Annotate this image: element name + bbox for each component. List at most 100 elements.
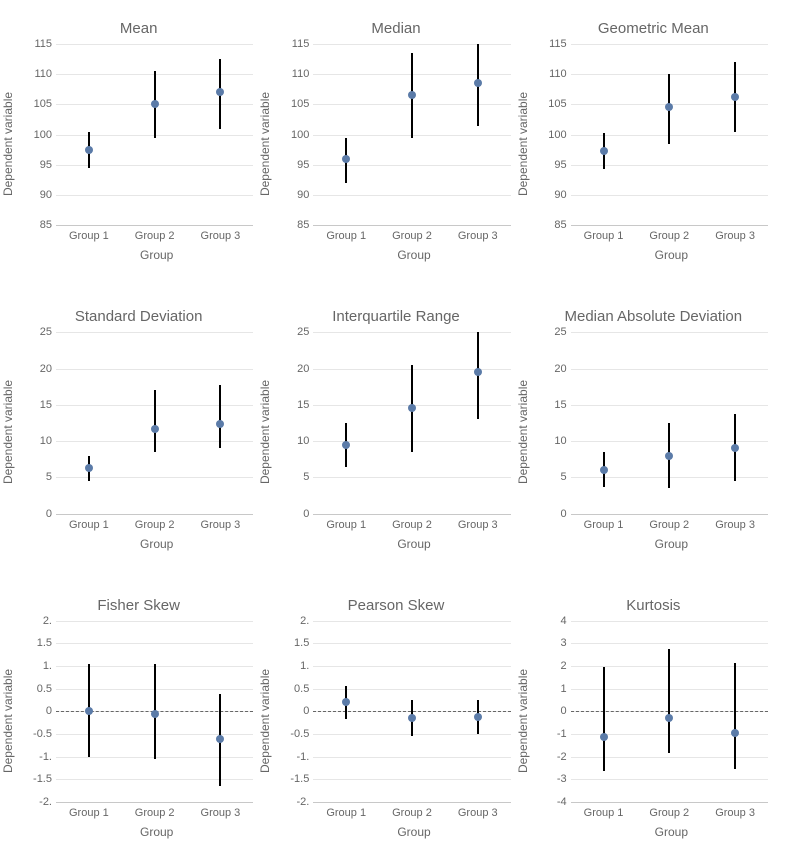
y-axis-label: Dependent variable <box>1 669 15 773</box>
x-tick-label: Group 3 <box>458 519 498 531</box>
y-tick-label: 0 <box>303 705 309 717</box>
gridline <box>313 165 510 166</box>
x-tick-label: Group 2 <box>135 230 175 242</box>
y-tick-label: 2. <box>43 615 52 627</box>
marker-dot <box>665 714 673 722</box>
y-tick-label: 105 <box>548 98 566 110</box>
y-tick-label: 90 <box>554 189 566 201</box>
y-tick-label: -2. <box>296 796 309 808</box>
y-tick-label: 1. <box>43 660 52 672</box>
y-tick-label: 25 <box>297 326 309 338</box>
panel-title: Mean <box>20 20 257 38</box>
x-tick-label: Group 3 <box>458 230 498 242</box>
y-tick-label: 5 <box>46 471 52 483</box>
x-tick-label: Group 1 <box>69 807 109 819</box>
panel-title: Interquartile Range <box>277 308 514 326</box>
x-axis-label: Group <box>535 537 772 551</box>
marker-dot <box>731 444 739 452</box>
error-bar <box>603 667 605 771</box>
gridline <box>56 621 253 622</box>
gridline <box>313 666 510 667</box>
gridline <box>571 405 768 406</box>
x-axis-label: Group <box>277 537 514 551</box>
x-tick-label: Group 3 <box>458 807 498 819</box>
gridline <box>313 621 510 622</box>
y-tick-label: 100 <box>34 129 52 141</box>
gridline <box>313 332 510 333</box>
marker-dot <box>151 710 159 718</box>
gridline <box>56 165 253 166</box>
y-tick-label: 10 <box>40 435 52 447</box>
x-tick-label: Group 3 <box>715 807 755 819</box>
panel-title: Geometric Mean <box>535 20 772 38</box>
y-tick-label: 1.5 <box>37 637 52 649</box>
y-tick-label: 100 <box>548 129 566 141</box>
marker-dot <box>600 733 608 741</box>
x-tick-label: Group 2 <box>135 519 175 531</box>
gridline <box>56 369 253 370</box>
panel-1: MedianDependent variable8590951001051101… <box>277 20 514 268</box>
marker-dot <box>342 155 350 163</box>
y-tick-label: 20 <box>40 363 52 375</box>
y-tick-label: 85 <box>297 219 309 231</box>
panel-7: Pearson SkewDependent variable-2.-1.5-1.… <box>277 597 514 845</box>
x-tick-row: Group 1Group 2Group 3 <box>56 519 253 531</box>
y-tick-label: -2. <box>39 796 52 808</box>
x-tick-label: Group 1 <box>69 519 109 531</box>
marker-dot <box>85 707 93 715</box>
error-bar <box>219 385 221 449</box>
gridline <box>56 195 253 196</box>
y-tick-label: -1.5 <box>290 773 309 785</box>
y-tick-label: 0.5 <box>37 683 52 695</box>
x-axis-label: Group <box>535 248 772 262</box>
marker-dot <box>216 420 224 428</box>
x-tick-label: Group 1 <box>326 807 366 819</box>
y-tick-label: 90 <box>297 189 309 201</box>
gridline <box>313 643 510 644</box>
chart-box: 859095100105110115 <box>56 44 253 226</box>
y-tick-label: 3 <box>561 637 567 649</box>
panel-5: Median Absolute DeviationDependent varia… <box>535 308 772 556</box>
y-tick-label: 15 <box>40 399 52 411</box>
marker-dot <box>731 93 739 101</box>
y-tick-label: 1 <box>561 683 567 695</box>
x-tick-row: Group 1 Group 2 Group 3 <box>571 230 768 242</box>
x-tick-label: Group 2 <box>392 807 432 819</box>
chart-grid: Mean Dependent variable 859095100105110115… <box>20 20 772 845</box>
y-tick-label: 4 <box>561 615 567 627</box>
x-tick-label: Group 2 <box>649 230 689 242</box>
gridline <box>571 779 768 780</box>
x-tick-label: Group 1 <box>584 519 624 531</box>
x-tick-label: Group 2 <box>649 519 689 531</box>
chart-box: 0510152025 <box>313 332 510 514</box>
x-axis-label: Group <box>20 825 257 839</box>
panel-title: Median Absolute Deviation <box>535 308 772 326</box>
y-tick-label: 85 <box>554 219 566 231</box>
plot-area: Dependent variable859095100105110115Grou… <box>277 44 514 244</box>
y-axis-label: Dependent variable <box>1 380 15 484</box>
x-tick-label: Group 2 <box>392 519 432 531</box>
marker-dot <box>408 404 416 412</box>
x-tick-label: Group 3 <box>715 230 755 242</box>
gridline <box>571 369 768 370</box>
y-tick-label: 0 <box>303 508 309 520</box>
x-tick-label: Group 2 <box>392 230 432 242</box>
y-tick-label: -2 <box>557 751 567 763</box>
plot-area: Dependent variable-4-3-2-101234Group 1Gr… <box>535 621 772 821</box>
y-tick-label: 115 <box>292 38 310 50</box>
x-tick-label: Group 1 <box>584 230 624 242</box>
x-tick-label: Group 1 <box>326 519 366 531</box>
plot-area: Dependent variable-2.-1.5-1.-0.500.51.1.… <box>277 621 514 821</box>
y-tick-label: 0 <box>561 508 567 520</box>
marker-dot <box>474 368 482 376</box>
y-tick-label: 90 <box>40 189 52 201</box>
y-tick-label: -1. <box>39 751 52 763</box>
panel-title: Kurtosis <box>535 597 772 615</box>
marker-dot <box>85 146 93 154</box>
y-axis-label: Dependent variable <box>516 92 530 196</box>
y-tick-label: 2 <box>561 660 567 672</box>
x-tick-row: Group 1Group 2Group 3 <box>571 807 768 819</box>
y-tick-label: 0 <box>561 705 567 717</box>
panel-title: Fisher Skew <box>20 597 257 615</box>
x-tick-row: Group 1Group 2Group 3 <box>56 807 253 819</box>
